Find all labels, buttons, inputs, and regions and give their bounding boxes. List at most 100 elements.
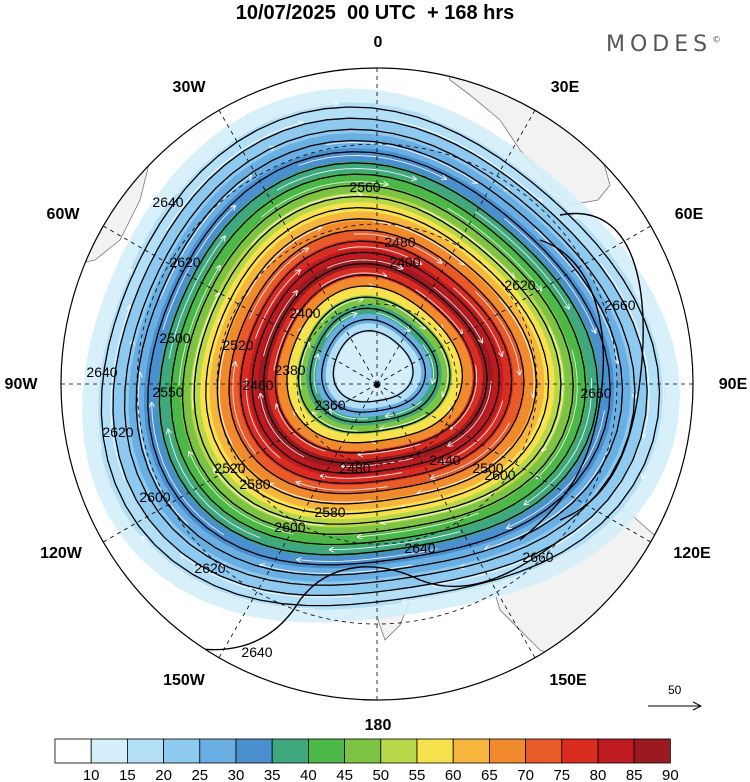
contour-label-text: 2550 <box>152 384 183 400</box>
contour-label-text: 2560 <box>349 179 380 195</box>
contour-label-text: 2400 <box>289 305 320 321</box>
streamline <box>298 155 446 180</box>
colorbar-tick-label: 25 <box>191 767 208 782</box>
height-contour <box>321 318 427 413</box>
height-contour <box>123 128 636 586</box>
colorbar-swatch <box>633 738 671 764</box>
colorbar-tick-label: 15 <box>119 767 136 782</box>
colorbar-swatch <box>127 738 165 764</box>
streamline <box>381 492 495 523</box>
streamline <box>251 195 362 246</box>
contour-label: 2600 <box>139 489 170 505</box>
contour-label: 2480 <box>339 460 370 476</box>
streamline <box>359 443 421 454</box>
colorbar-swatch <box>380 738 418 764</box>
contour-label: 2500 <box>159 330 190 346</box>
streamline <box>330 410 369 420</box>
lon-label-180: 180 <box>364 717 392 734</box>
streamline <box>166 122 304 231</box>
contour-label-text: 2600 <box>274 519 305 535</box>
contour-label-text: 2660 <box>580 385 611 401</box>
colorbar-tick-label: 35 <box>264 767 281 782</box>
height-contour-2660 <box>559 212 644 521</box>
contour-label: 2560 <box>349 179 380 195</box>
contour-label-text: 2600 <box>484 467 515 483</box>
streamline <box>260 394 305 458</box>
contour-label: 2660 <box>522 549 553 565</box>
lon-label-120e: 120E <box>673 545 711 562</box>
streamline <box>142 537 316 610</box>
colorbar-tick-label: 10 <box>83 767 100 782</box>
south-pole-marker <box>374 382 380 388</box>
contour-label: 2640 <box>86 364 117 380</box>
streamline <box>542 326 564 451</box>
contour-label-text: 2480 <box>384 234 415 250</box>
streamline <box>376 312 409 331</box>
contour-label-text: 2580 <box>314 504 345 520</box>
lon-label-60e: 60E <box>674 206 704 223</box>
height-contour <box>286 285 464 444</box>
streamline <box>159 175 251 299</box>
streamline <box>433 516 595 585</box>
colorbar-swatch <box>561 738 599 764</box>
contour-label: 2640 <box>152 194 183 210</box>
contour-label-text: 2660 <box>604 297 635 313</box>
streamline <box>418 446 511 493</box>
streamline <box>498 298 534 398</box>
contour-label: 2520 <box>214 460 245 476</box>
height-contour <box>297 296 451 434</box>
streamline <box>246 228 322 297</box>
height-contour <box>100 106 661 607</box>
streamline <box>325 141 477 183</box>
colorbar-tick-label: 75 <box>553 767 570 782</box>
lon-label-150e: 150E <box>549 672 587 689</box>
streamline <box>325 314 356 338</box>
contour-label-text: 2660 <box>522 549 553 565</box>
streamline <box>218 342 233 445</box>
streamline <box>181 555 353 598</box>
contour-label: 2480 <box>384 234 415 250</box>
streamline <box>191 294 219 410</box>
height-contour <box>193 195 562 525</box>
streamline <box>386 400 422 416</box>
colorbar-swatch <box>488 738 526 764</box>
contour-label: 2440 <box>429 452 460 468</box>
streamline <box>176 104 338 194</box>
height-contour-2640-south <box>159 539 561 651</box>
streamline <box>162 206 235 331</box>
contour-label-text: 2640 <box>86 364 117 380</box>
contour-label: 2580 <box>239 476 270 492</box>
streamline <box>448 381 492 446</box>
vector-reference-label: 50 <box>668 683 682 697</box>
contour-label: 2380 <box>274 362 305 378</box>
streamline <box>537 349 578 479</box>
streamline <box>261 181 387 218</box>
streamline <box>254 270 300 339</box>
contour-label-text: 2640 <box>404 540 435 556</box>
contour-label-text: 2640 <box>152 194 183 210</box>
contour-label: 2620 <box>102 424 133 440</box>
contour-label-text: 2440 <box>429 452 460 468</box>
chart-title: 10/07/2025 00 UTC + 168 hrs <box>235 2 515 24</box>
contour-label: 2660 <box>580 385 611 401</box>
streamline <box>326 259 403 269</box>
streamline <box>246 380 281 459</box>
lon-label-90e: 90E <box>718 376 748 393</box>
contour-label: 2600 <box>484 467 515 483</box>
streamline <box>263 291 297 357</box>
lon-label-120w: 120W <box>40 545 82 562</box>
streamline <box>214 469 324 526</box>
contour-label: 2500 <box>472 460 503 476</box>
streamline <box>297 548 438 562</box>
contour-label-text: 2360 <box>314 397 345 413</box>
colorbar-swatch <box>54 738 92 764</box>
contour-label-text: 2520 <box>214 460 245 476</box>
colorbar-tick-label: 80 <box>590 767 607 782</box>
contour-label: 2400 <box>389 254 420 270</box>
colorbar-tick-label: 45 <box>336 767 353 782</box>
contour-label: 2460 <box>242 377 273 393</box>
streamline <box>474 290 519 374</box>
brand-logo: MODES© <box>606 32 721 57</box>
contour-label-text: 2480 <box>339 460 370 476</box>
